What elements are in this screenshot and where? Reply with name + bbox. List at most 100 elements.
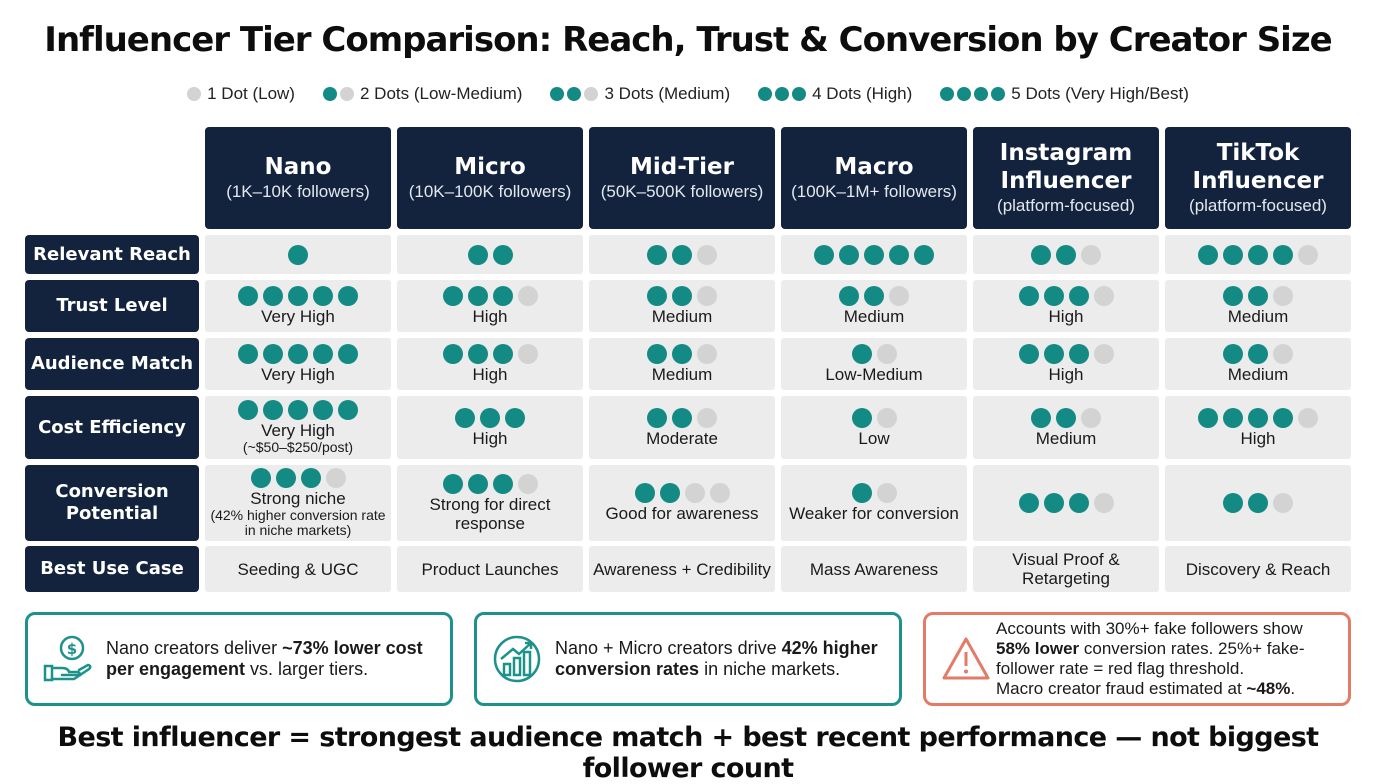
table-cell: Moderate (589, 396, 775, 459)
rating-dots (250, 468, 346, 488)
column-name: Mid-Tier (630, 154, 734, 180)
filled-dot (1223, 407, 1243, 428)
legend-item: 5 Dots (Very High/Best) (940, 84, 1189, 104)
money-hand-icon: $ (43, 635, 92, 682)
filled-dot (1068, 493, 1089, 513)
empty-dot (339, 87, 354, 101)
table-cell: Medium (781, 280, 967, 332)
cell-rating-label: High (1048, 365, 1084, 384)
empty-dot (876, 344, 897, 364)
filled-dot (1248, 244, 1268, 265)
column-subtitle: (100K–1M+ followers) (791, 182, 957, 201)
filled-dot (288, 286, 308, 306)
empty-dot (517, 286, 538, 306)
best-use-case: Seeding & UGC (237, 559, 359, 579)
filled-dot (1223, 244, 1243, 265)
filled-dot (492, 244, 513, 265)
filled-dot (672, 407, 692, 428)
svg-text:$: $ (67, 640, 77, 658)
filled-dot (1068, 344, 1089, 364)
rating-dots (940, 87, 1006, 101)
filled-dot (238, 344, 258, 364)
filled-dot (1223, 493, 1243, 513)
best-use-case: Awareness + Credibility (593, 559, 771, 579)
filled-dot (275, 468, 296, 488)
row-header: Trust Level (25, 280, 199, 332)
column-name: Macro (834, 154, 914, 180)
table-cell (781, 235, 967, 274)
filled-dot (1043, 493, 1064, 513)
legend-item: 3 Dots (Medium) (550, 84, 730, 104)
column-header: TikTok Influencer (platform-focused) (1165, 127, 1351, 229)
cell-rating-label: Low (858, 428, 890, 448)
table-cell: High (397, 280, 583, 332)
rating-dots (238, 344, 358, 364)
rating-dots (1031, 244, 1101, 265)
table-cell: Medium (589, 338, 775, 390)
table-cell: Product Launches (397, 546, 583, 592)
filled-dot (1198, 407, 1218, 428)
filled-dot (1043, 344, 1064, 364)
empty-dot (709, 483, 730, 503)
table-cell: Mass Awareness (781, 546, 967, 592)
rating-dots (647, 244, 717, 265)
cell-rating-label: Medium (1227, 365, 1289, 384)
legend-label: 2 Dots (Low-Medium) (359, 84, 523, 103)
filled-dot (1018, 493, 1039, 513)
table-cell: Awareness + Credibility (589, 546, 775, 592)
filled-dot (238, 286, 258, 306)
cell-rating-label: Strong for direct response (429, 494, 551, 533)
empty-dot (684, 483, 705, 503)
empty-dot (1273, 286, 1293, 306)
table-cell: High (973, 280, 1159, 332)
filled-dot (1273, 244, 1293, 265)
filled-dot (647, 286, 667, 306)
filled-dot (467, 344, 488, 364)
filled-dot (1248, 344, 1268, 364)
empty-dot (1273, 344, 1293, 364)
rating-dots (187, 87, 202, 101)
filled-dot (338, 400, 358, 420)
filled-dot (263, 344, 283, 364)
rating-dots (851, 407, 897, 428)
callout-fraud: Accounts with 30%+ fake followers show 5… (923, 612, 1351, 706)
rating-dots (839, 286, 909, 306)
filled-dot (1223, 286, 1243, 306)
filled-dot (851, 344, 872, 364)
empty-dot (697, 286, 717, 306)
empty-dot (1273, 493, 1293, 513)
empty-dot (1081, 407, 1101, 428)
cell-rating-label: Low-Medium (825, 365, 923, 384)
rating-dots (1198, 244, 1318, 265)
footer-takeaway: Best influencer = strongest audience mat… (57, 722, 1320, 784)
filled-dot (1043, 286, 1064, 306)
empty-dot (1298, 407, 1318, 428)
legend: 1 Dot (Low) 2 Dots (Low-Medium) 3 Dots (Me… (0, 84, 1376, 104)
cell-rating-label: Weaker for conversion (789, 504, 959, 523)
filled-dot (263, 400, 283, 420)
table-cell: Low (781, 396, 967, 459)
rating-dots (851, 483, 897, 503)
rating-dots (647, 407, 717, 428)
table-cell: Medium (589, 280, 775, 332)
rating-dots (647, 286, 717, 306)
filled-dot (442, 286, 463, 306)
empty-dot (1081, 244, 1101, 265)
empty-dot (697, 344, 717, 364)
filled-dot (442, 473, 463, 494)
rating-dots (1223, 286, 1293, 306)
filled-dot (1056, 407, 1076, 428)
cell-rating-label: Medium (651, 365, 713, 384)
callout-conversion: Nano + Micro creators drive 42% higher c… (474, 612, 902, 706)
filled-dot (864, 286, 884, 306)
cell-rating-label: Medium (843, 307, 905, 326)
rating-dots (1223, 493, 1293, 513)
filled-dot (338, 344, 358, 364)
filled-dot (1018, 286, 1039, 306)
legend-item: 4 Dots (High) (758, 84, 912, 104)
filled-dot (442, 344, 463, 364)
best-use-case: Visual Proof & Retargeting (1012, 550, 1120, 588)
filled-dot (492, 473, 513, 494)
filled-dot (1018, 344, 1039, 364)
filled-dot (991, 87, 1006, 101)
